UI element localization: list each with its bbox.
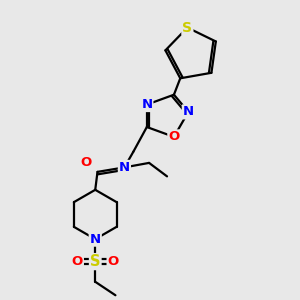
Text: N: N xyxy=(90,233,101,246)
Text: N: N xyxy=(119,161,130,174)
Text: S: S xyxy=(182,21,192,34)
Text: O: O xyxy=(168,130,180,143)
Text: N: N xyxy=(141,98,152,111)
Text: N: N xyxy=(183,105,194,119)
Text: O: O xyxy=(81,156,92,170)
Text: O: O xyxy=(72,255,83,268)
Text: O: O xyxy=(108,255,119,268)
Text: S: S xyxy=(90,254,101,269)
